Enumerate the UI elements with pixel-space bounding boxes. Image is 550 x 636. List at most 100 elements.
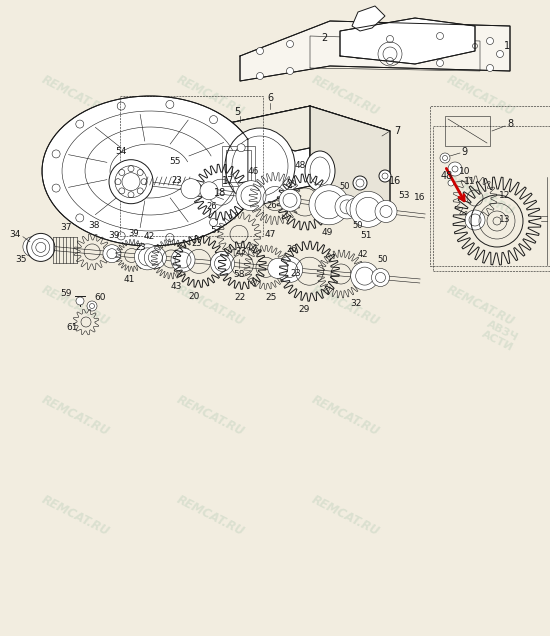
Circle shape xyxy=(497,50,503,57)
Circle shape xyxy=(210,218,217,226)
Circle shape xyxy=(440,153,450,163)
Circle shape xyxy=(309,185,349,225)
Text: АВЗЧ
АСТИ: АВЗЧ АСТИ xyxy=(480,319,520,353)
Circle shape xyxy=(279,190,301,211)
Ellipse shape xyxy=(305,151,335,191)
Circle shape xyxy=(437,32,443,39)
Circle shape xyxy=(387,57,393,64)
Circle shape xyxy=(355,39,361,45)
Circle shape xyxy=(181,179,201,198)
Circle shape xyxy=(76,120,84,128)
Bar xyxy=(433,126,550,271)
Text: 53: 53 xyxy=(398,191,410,200)
Circle shape xyxy=(359,18,366,25)
Text: 55: 55 xyxy=(169,156,181,166)
Circle shape xyxy=(256,73,263,80)
Circle shape xyxy=(27,233,55,261)
Text: 23: 23 xyxy=(192,240,202,249)
Text: 6: 6 xyxy=(267,93,273,103)
Circle shape xyxy=(437,60,443,67)
Circle shape xyxy=(87,301,97,311)
Text: 54: 54 xyxy=(116,147,127,156)
Text: REMCAT.RU: REMCAT.RU xyxy=(39,283,111,329)
Text: 47: 47 xyxy=(265,230,276,239)
Text: 7: 7 xyxy=(394,126,400,136)
Text: 32: 32 xyxy=(350,300,362,308)
Text: 1: 1 xyxy=(504,41,510,51)
Circle shape xyxy=(335,195,359,219)
Text: 23: 23 xyxy=(135,243,146,252)
Text: 9: 9 xyxy=(461,147,467,157)
Circle shape xyxy=(211,251,234,275)
Text: 29: 29 xyxy=(299,305,310,314)
Text: 16: 16 xyxy=(389,176,401,186)
Polygon shape xyxy=(340,18,475,64)
Text: 22: 22 xyxy=(235,293,246,301)
Text: 16: 16 xyxy=(414,193,426,202)
Circle shape xyxy=(134,244,161,270)
Bar xyxy=(445,116,490,146)
Text: 10: 10 xyxy=(459,167,471,176)
Circle shape xyxy=(448,180,454,186)
Text: 60: 60 xyxy=(94,293,106,303)
Text: 2: 2 xyxy=(321,33,327,43)
Text: 48: 48 xyxy=(441,171,453,181)
Text: REMCAT.RU: REMCAT.RU xyxy=(174,494,246,539)
Circle shape xyxy=(448,162,462,176)
Text: 35: 35 xyxy=(15,255,26,264)
Circle shape xyxy=(371,268,389,286)
Circle shape xyxy=(387,36,393,43)
Text: REMCAT.RU: REMCAT.RU xyxy=(39,174,111,219)
Circle shape xyxy=(237,144,245,152)
Text: 17: 17 xyxy=(222,176,234,186)
Circle shape xyxy=(237,190,245,198)
Text: 26: 26 xyxy=(267,201,277,210)
Text: 20: 20 xyxy=(188,292,200,301)
Circle shape xyxy=(23,237,43,257)
Circle shape xyxy=(210,116,217,123)
Text: REMCAT.RU: REMCAT.RU xyxy=(444,283,516,329)
Text: 25: 25 xyxy=(265,293,277,302)
Circle shape xyxy=(487,64,493,71)
Circle shape xyxy=(52,150,60,158)
Circle shape xyxy=(277,256,302,282)
Text: 11: 11 xyxy=(464,177,476,186)
Text: REMCAT.RU: REMCAT.RU xyxy=(309,494,381,539)
Text: 39: 39 xyxy=(128,229,139,238)
Circle shape xyxy=(379,170,391,182)
Text: 38: 38 xyxy=(89,221,100,230)
Text: 42: 42 xyxy=(144,232,155,241)
Text: 37: 37 xyxy=(60,223,72,232)
Polygon shape xyxy=(310,106,390,211)
Circle shape xyxy=(76,214,84,222)
Text: 34: 34 xyxy=(9,230,20,239)
Text: 46: 46 xyxy=(248,167,258,176)
Text: 48: 48 xyxy=(294,162,306,170)
Text: REMCAT.RU: REMCAT.RU xyxy=(174,174,246,219)
Polygon shape xyxy=(352,6,385,31)
Text: 26: 26 xyxy=(287,245,297,254)
Bar xyxy=(222,146,255,186)
Circle shape xyxy=(117,232,125,240)
Text: 61: 61 xyxy=(66,324,78,333)
Text: 51: 51 xyxy=(360,231,372,240)
Bar xyxy=(120,96,263,236)
Circle shape xyxy=(52,184,60,192)
Text: REMCAT.RU: REMCAT.RU xyxy=(309,174,381,219)
Circle shape xyxy=(350,191,386,227)
Text: 18: 18 xyxy=(214,188,226,198)
Circle shape xyxy=(287,67,294,74)
Text: REMCAT.RU: REMCAT.RU xyxy=(309,283,381,329)
Text: 26: 26 xyxy=(207,202,217,211)
Circle shape xyxy=(144,247,166,268)
Text: 39: 39 xyxy=(108,232,120,240)
Text: 41: 41 xyxy=(124,275,135,284)
Circle shape xyxy=(166,233,174,242)
Circle shape xyxy=(375,200,397,223)
Text: REMCAT.RU: REMCAT.RU xyxy=(174,283,246,329)
Circle shape xyxy=(76,297,84,305)
Circle shape xyxy=(103,245,121,263)
Circle shape xyxy=(117,102,125,110)
Circle shape xyxy=(268,258,288,279)
Ellipse shape xyxy=(225,128,295,204)
